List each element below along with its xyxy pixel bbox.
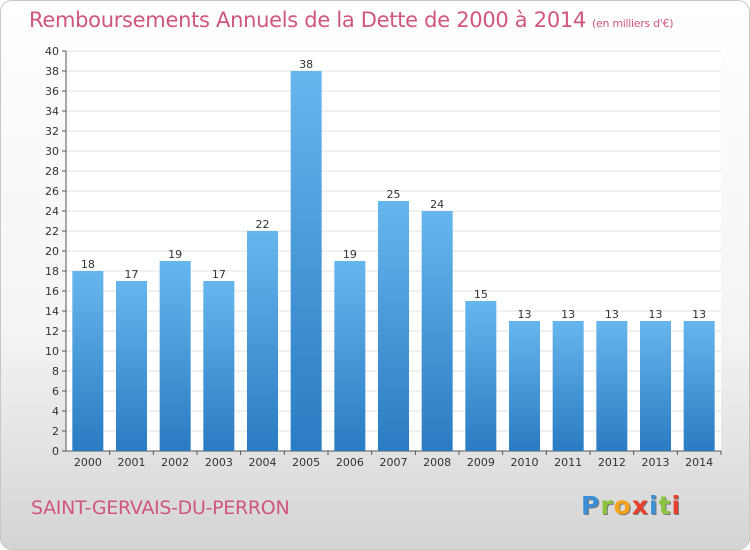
bar [334,261,366,451]
bar [159,261,191,451]
x-tick-label: 2000 [74,456,102,469]
bar [640,321,671,451]
x-tick-label: 2007 [380,456,408,469]
logo-letter: t [658,491,672,520]
logo-letter: i [671,491,682,520]
data-label: 38 [299,58,313,71]
bar [116,281,147,451]
data-label: 13 [561,308,575,321]
x-tick-label: 2010 [511,456,539,469]
data-label: 13 [518,308,532,321]
y-tick-label: 30 [45,145,59,158]
data-label: 24 [430,198,444,211]
data-label: 13 [692,308,706,321]
y-tick-label: 18 [45,265,59,278]
x-tick-label: 2001 [118,456,146,469]
bar [247,231,278,451]
y-tick-label: 2 [52,425,59,438]
x-tick-label: 2006 [336,456,364,469]
bar [290,71,322,451]
logo-letter: i [649,491,659,520]
x-tick-label: 2003 [205,456,233,469]
x-tick-label: 2004 [249,456,277,469]
logo-letter: o [613,491,632,520]
y-tick-label: 34 [45,105,59,118]
y-tick-label: 12 [45,325,59,338]
y-tick-label: 4 [52,405,59,418]
chart-unit: (en milliers d'€) [592,17,674,30]
y-tick-label: 14 [45,305,59,318]
logo-letter: x [631,491,649,520]
bar [465,301,497,451]
data-label: 17 [125,268,139,281]
data-label: 19 [343,248,357,261]
data-label: 22 [256,218,270,231]
x-tick-label: 2005 [292,456,320,469]
y-tick-label: 8 [52,365,59,378]
data-label: 18 [81,258,95,271]
y-tick-label: 26 [45,185,59,198]
bar [378,201,409,451]
chart-title-text: Remboursements Annuels de la Dette de 20… [29,8,586,32]
y-tick-label: 10 [45,345,59,358]
bar [552,321,584,451]
y-tick-label: 36 [45,85,59,98]
x-tick-label: 2008 [423,456,451,469]
bar [203,281,235,451]
x-tick-label: 2013 [642,456,670,469]
y-tick-label: 40 [45,45,59,58]
bar [509,321,540,451]
y-tick-label: 22 [45,225,59,238]
logo-letter: P [581,491,601,520]
data-label: 17 [212,268,226,281]
data-label: 13 [649,308,663,321]
y-tick-label: 16 [45,285,59,298]
y-tick-label: 6 [52,385,59,398]
y-tick-label: 0 [52,445,59,458]
data-label: 15 [474,288,488,301]
bar [72,271,104,451]
x-tick-label: 2009 [467,456,495,469]
chart-title: Remboursements Annuels de la Dette de 20… [29,8,673,32]
bar [683,321,715,451]
data-label: 13 [605,308,619,321]
bar [421,211,453,451]
data-label: 19 [168,248,182,261]
x-tick-label: 2011 [554,456,582,469]
bar [596,321,628,451]
x-tick-label: 2014 [685,456,713,469]
commune-name: SAINT-GERVAIS-DU-PERRON [31,497,290,519]
proxiti-logo: Proxiti [581,491,681,520]
y-tick-label: 28 [45,165,59,178]
y-tick-label: 20 [45,245,59,258]
x-tick-label: 2002 [161,456,189,469]
y-tick-label: 38 [45,65,59,78]
y-tick-label: 24 [45,205,59,218]
x-tick-label: 2012 [598,456,626,469]
y-tick-label: 32 [45,125,59,138]
data-label: 25 [387,188,401,201]
logo-letter: r [600,491,614,520]
